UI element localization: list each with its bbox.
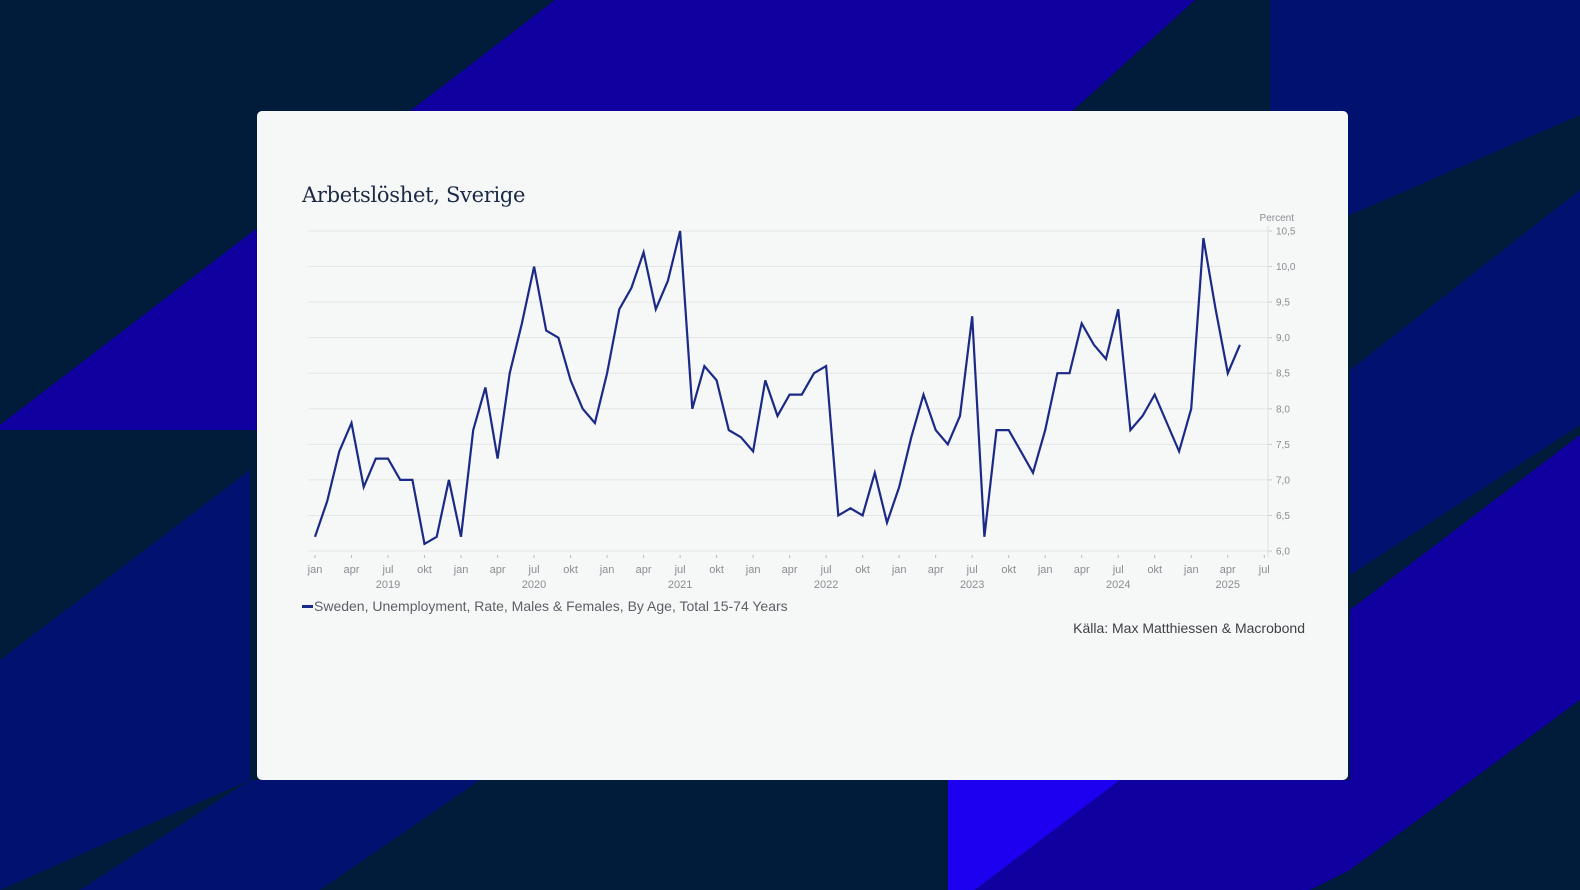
series-line: [313, 230, 1241, 546]
chart-card: Arbetslöshet, Sverige 10,5 10,0 9,5 9,0 8,5 8…: [257, 111, 1348, 780]
y-tick-label: 8,5: [1276, 369, 1290, 380]
bg-stripe-right-low: [1350, 435, 1580, 870]
y-tick-label: 6,5: [1276, 511, 1290, 522]
x-tick-label: jul: [674, 564, 686, 576]
x-year-label: 2020: [522, 579, 546, 591]
bg-stripe-br-dark: [1320, 700, 1580, 890]
x-tick-label: apr: [1220, 564, 1236, 576]
grid-lines: [308, 230, 1268, 552]
x-year-label: 2023: [960, 579, 984, 591]
x-year-label: 2025: [1216, 579, 1240, 591]
x-axis: jan apr jul okt jan apr jul okt jan apr jul okt jan a…: [307, 555, 1270, 591]
bg-stripe-bottom-mid: [80, 780, 480, 890]
x-tick-label: jan: [1183, 564, 1199, 576]
y-tick-label: 10,5: [1276, 227, 1296, 238]
x-tick-label: okt: [417, 564, 432, 576]
chart-title: Arbetslöshet, Sverige: [302, 183, 526, 207]
x-tick-label: jan: [1037, 564, 1053, 576]
legend-label: Sweden, Unemployment, Rate, Males & Fema…: [314, 598, 788, 614]
y-tick-label: 10,0: [1276, 262, 1296, 273]
x-tick-label: apr: [1074, 564, 1090, 576]
source-note: Källa: Max Matthiessen & Macrobond: [1073, 620, 1305, 636]
series-group: [313, 230, 1241, 546]
x-year-label: 2024: [1106, 579, 1130, 591]
x-tick-label: jan: [599, 564, 615, 576]
x-tick-label: apr: [636, 564, 652, 576]
x-tick-label: okt: [709, 564, 724, 576]
bg-stripe-bottom-left: [0, 470, 250, 890]
x-year-label: 2019: [376, 579, 400, 591]
bg-block-bright: [948, 780, 1120, 890]
legend-swatch: [302, 604, 313, 608]
x-tick-label: apr: [344, 564, 360, 576]
x-tick-label: jul: [382, 564, 394, 576]
y-axis: 10,5 10,0 9,5 9,0 8,5 8,0 7,5 7,0 6,5 6,0 Percent: [1260, 213, 1296, 558]
x-tick-label: jul: [528, 564, 540, 576]
x-tick-label: apr: [928, 564, 944, 576]
x-tick-label: okt: [1001, 564, 1016, 576]
y-tick-label: 7,0: [1276, 475, 1290, 486]
x-tick-label: jul: [1258, 564, 1270, 576]
y-tick-label: 9,5: [1276, 298, 1290, 309]
x-tick-label: jan: [891, 564, 907, 576]
x-tick-label: apr: [782, 564, 798, 576]
x-tick-label: jan: [453, 564, 469, 576]
x-tick-label: jan: [745, 564, 761, 576]
y-tick-label: 6,0: [1276, 547, 1290, 558]
x-year-label: 2022: [814, 579, 838, 591]
x-tick-label: okt: [563, 564, 578, 576]
line-chart: 10,510,09,59,08,58,07,57,06,56,0Percent …: [307, 213, 1296, 591]
y-tick-label: 8,0: [1276, 404, 1290, 415]
legend: Sweden, Unemployment, Rate, Males & Fema…: [302, 598, 788, 614]
x-tick-label: okt: [1147, 564, 1162, 576]
bg-stripe-right-mid: [1350, 190, 1580, 575]
x-tick-label: jul: [820, 564, 832, 576]
x-tick-label: jan: [307, 564, 323, 576]
y-tick-label: 7,5: [1276, 440, 1290, 451]
x-tick-label: jul: [966, 564, 978, 576]
x-tick-label: okt: [855, 564, 870, 576]
x-year-label: 2021: [668, 579, 692, 591]
y-axis-unit: Percent: [1260, 213, 1295, 224]
x-tick-label: apr: [490, 564, 506, 576]
y-tick-label: 9,0: [1276, 333, 1290, 344]
bg-stripe-bottom-right: [975, 780, 1350, 890]
x-tick-label: jul: [1112, 564, 1124, 576]
